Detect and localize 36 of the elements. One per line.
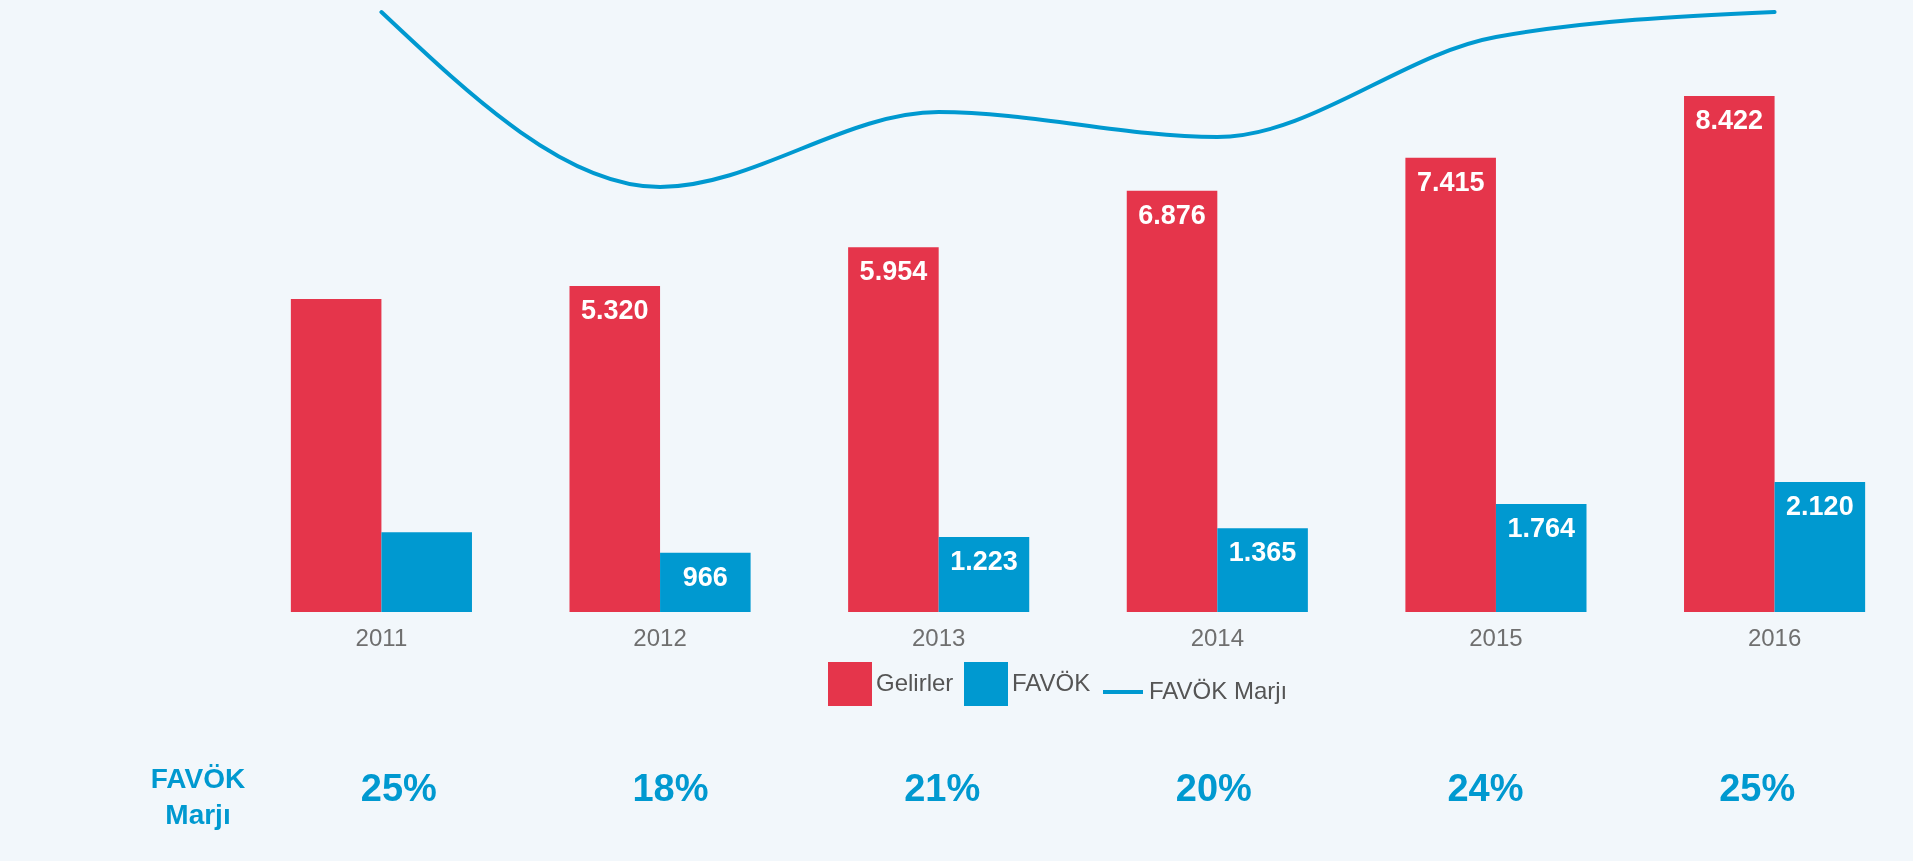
x-tick-label: 2014: [1190, 623, 1245, 651]
data-label: 25%: [1719, 767, 1796, 809]
data-label: 21%: [904, 767, 981, 809]
text: FAVÖK Marjı: [150, 763, 246, 830]
bar: [848, 247, 939, 612]
data-label: 5.954: [859, 256, 928, 287]
bar: [290, 298, 382, 612]
x-tick-label: 2013: [911, 623, 966, 651]
bar: [1405, 157, 1496, 612]
data-label: 5.320: [580, 295, 649, 326]
bar: [1217, 528, 1308, 612]
data-label: 966: [682, 561, 728, 592]
bar: [569, 286, 661, 612]
bar: [1126, 190, 1218, 612]
x-tick-label: 2015: [1469, 623, 1523, 651]
legend-label: FAVÖK Marjı: [1149, 677, 1288, 704]
bar: [1774, 482, 1866, 612]
data-label: 20%: [1175, 767, 1252, 809]
data-label: 18%: [632, 767, 709, 809]
data-label: 1.365: [1228, 537, 1297, 568]
legend-label: FAVÖK: [1012, 669, 1091, 696]
x-tick-label: 2012: [633, 623, 687, 651]
data-label: 1.223: [950, 546, 1018, 577]
x-tick-label: 2016: [1747, 623, 1802, 651]
data-label: 6.876: [1138, 199, 1206, 230]
data-label: 1.764: [1507, 512, 1576, 543]
data-label: 8.422: [1695, 105, 1764, 135]
data-label: 24%: [1447, 767, 1524, 809]
bar: [1495, 503, 1587, 612]
legend-label: Gelirler: [876, 669, 954, 696]
data-label: 7.415: [1416, 166, 1485, 197]
bar: [381, 532, 472, 612]
bar: [1684, 96, 1775, 612]
x-tick-label: 2011: [355, 623, 408, 651]
data-label: 25%: [360, 767, 437, 809]
data-label: 2.120: [1786, 491, 1854, 522]
